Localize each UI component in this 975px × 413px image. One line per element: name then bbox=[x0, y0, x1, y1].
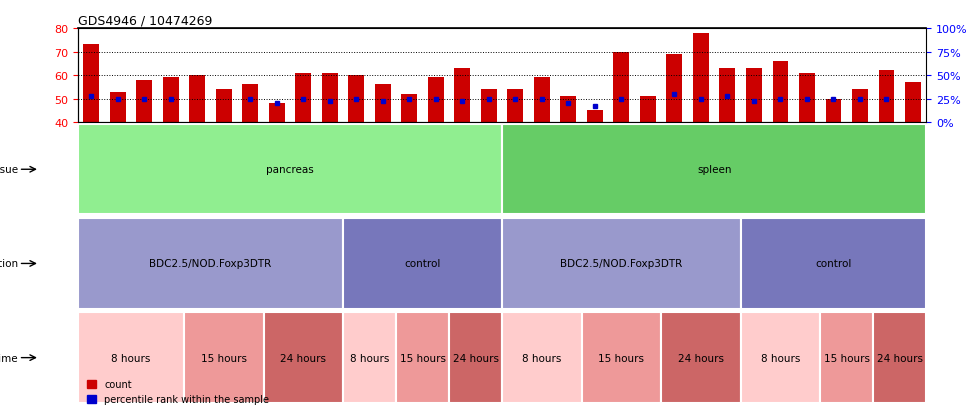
FancyBboxPatch shape bbox=[874, 313, 926, 403]
Bar bbox=[640, 97, 656, 123]
FancyBboxPatch shape bbox=[184, 313, 263, 403]
Bar bbox=[269, 104, 285, 123]
Bar bbox=[772, 62, 789, 123]
Text: control: control bbox=[815, 259, 851, 269]
FancyBboxPatch shape bbox=[78, 219, 343, 309]
Text: BDC2.5/NOD.Foxp3DTR: BDC2.5/NOD.Foxp3DTR bbox=[149, 259, 272, 269]
Bar bbox=[189, 76, 205, 123]
Bar bbox=[587, 111, 603, 123]
Bar bbox=[83, 45, 99, 123]
Bar bbox=[746, 69, 761, 123]
Text: GDS4946 / 10474269: GDS4946 / 10474269 bbox=[78, 15, 213, 28]
FancyBboxPatch shape bbox=[263, 313, 343, 403]
Bar bbox=[402, 95, 417, 123]
Text: pancreas: pancreas bbox=[266, 165, 314, 175]
FancyBboxPatch shape bbox=[343, 313, 396, 403]
FancyBboxPatch shape bbox=[741, 219, 926, 309]
Text: 8 hours: 8 hours bbox=[523, 353, 562, 363]
Bar bbox=[295, 74, 311, 123]
Text: genotype/variation: genotype/variation bbox=[0, 259, 19, 269]
Text: 15 hours: 15 hours bbox=[824, 353, 870, 363]
Bar bbox=[163, 78, 178, 123]
FancyBboxPatch shape bbox=[741, 313, 820, 403]
Text: 15 hours: 15 hours bbox=[400, 353, 446, 363]
Text: 15 hours: 15 hours bbox=[201, 353, 247, 363]
FancyBboxPatch shape bbox=[820, 313, 874, 403]
FancyBboxPatch shape bbox=[343, 219, 502, 309]
Bar bbox=[534, 78, 550, 123]
Text: spleen: spleen bbox=[697, 165, 731, 175]
Text: 24 hours: 24 hours bbox=[452, 353, 498, 363]
Bar bbox=[561, 97, 576, 123]
Text: 8 hours: 8 hours bbox=[760, 353, 800, 363]
Text: 8 hours: 8 hours bbox=[111, 353, 151, 363]
FancyBboxPatch shape bbox=[502, 125, 926, 215]
Bar bbox=[110, 93, 126, 123]
Bar bbox=[322, 74, 337, 123]
Text: control: control bbox=[405, 259, 441, 269]
Bar bbox=[905, 83, 921, 123]
FancyBboxPatch shape bbox=[78, 125, 502, 215]
FancyBboxPatch shape bbox=[396, 313, 449, 403]
Text: BDC2.5/NOD.Foxp3DTR: BDC2.5/NOD.Foxp3DTR bbox=[561, 259, 682, 269]
Bar bbox=[454, 69, 470, 123]
Bar bbox=[374, 85, 391, 123]
Bar bbox=[215, 90, 232, 123]
Bar bbox=[348, 76, 365, 123]
FancyBboxPatch shape bbox=[502, 219, 741, 309]
Bar bbox=[136, 81, 152, 123]
Bar bbox=[799, 74, 815, 123]
Bar bbox=[693, 33, 709, 123]
Text: time: time bbox=[0, 353, 19, 363]
Bar bbox=[826, 100, 841, 123]
Bar bbox=[852, 90, 868, 123]
Bar bbox=[481, 90, 497, 123]
Bar bbox=[428, 78, 444, 123]
FancyBboxPatch shape bbox=[78, 313, 184, 403]
Legend: count, percentile rank within the sample: count, percentile rank within the sample bbox=[83, 375, 273, 408]
Bar bbox=[720, 69, 735, 123]
Text: 24 hours: 24 hours bbox=[281, 353, 327, 363]
FancyBboxPatch shape bbox=[582, 313, 661, 403]
Bar bbox=[878, 71, 894, 123]
Text: tissue: tissue bbox=[0, 165, 19, 175]
Bar bbox=[667, 55, 682, 123]
Bar bbox=[613, 52, 630, 123]
Text: 8 hours: 8 hours bbox=[350, 353, 389, 363]
Text: 24 hours: 24 hours bbox=[678, 353, 723, 363]
Bar bbox=[507, 90, 524, 123]
FancyBboxPatch shape bbox=[502, 313, 582, 403]
Bar bbox=[243, 85, 258, 123]
Text: 24 hours: 24 hours bbox=[877, 353, 922, 363]
FancyBboxPatch shape bbox=[449, 313, 502, 403]
FancyBboxPatch shape bbox=[661, 313, 741, 403]
Text: 15 hours: 15 hours bbox=[599, 353, 644, 363]
